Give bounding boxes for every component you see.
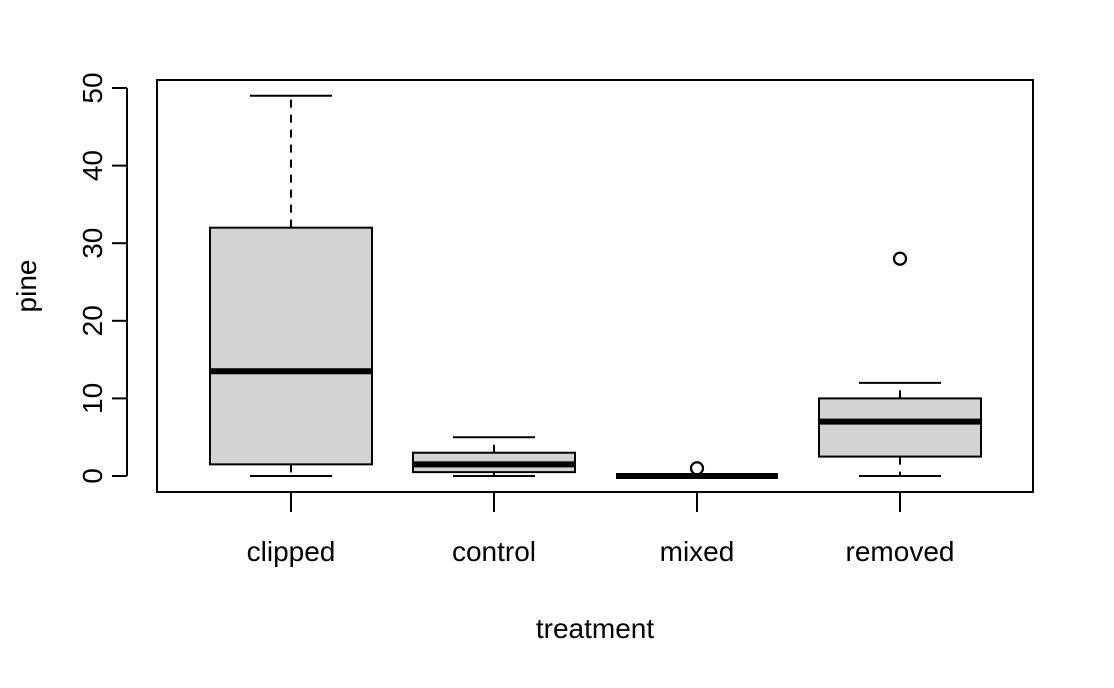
y-tick-label: 10 (77, 383, 108, 414)
y-tick-label: 20 (77, 305, 108, 336)
box-iqr (818, 397, 982, 458)
boxes-layer (209, 94, 982, 479)
plot-frame (156, 79, 1034, 493)
box-clipped (209, 94, 373, 477)
x-tick-label: mixed (660, 536, 735, 567)
x-tick-label: removed (846, 536, 955, 567)
y-tick-label: 30 (77, 228, 108, 259)
y-tick-label: 40 (77, 150, 108, 181)
box-mixed (616, 461, 778, 479)
box-control (412, 436, 576, 477)
outlier-point (892, 251, 908, 266)
x-axis: clipped control mixed removed (247, 492, 955, 567)
box-removed (818, 251, 982, 477)
y-tick-label: 50 (77, 72, 108, 103)
x-tick-label: control (452, 536, 536, 567)
box-iqr (209, 226, 373, 466)
x-axis-title: treatment (536, 613, 654, 644)
y-axis-title: pine (11, 260, 42, 313)
y-tick-label: 0 (77, 468, 108, 484)
x-tick-label: clipped (247, 536, 336, 567)
outlier-point (689, 461, 705, 476)
y-axis: 0 10 20 30 40 50 (77, 72, 128, 484)
